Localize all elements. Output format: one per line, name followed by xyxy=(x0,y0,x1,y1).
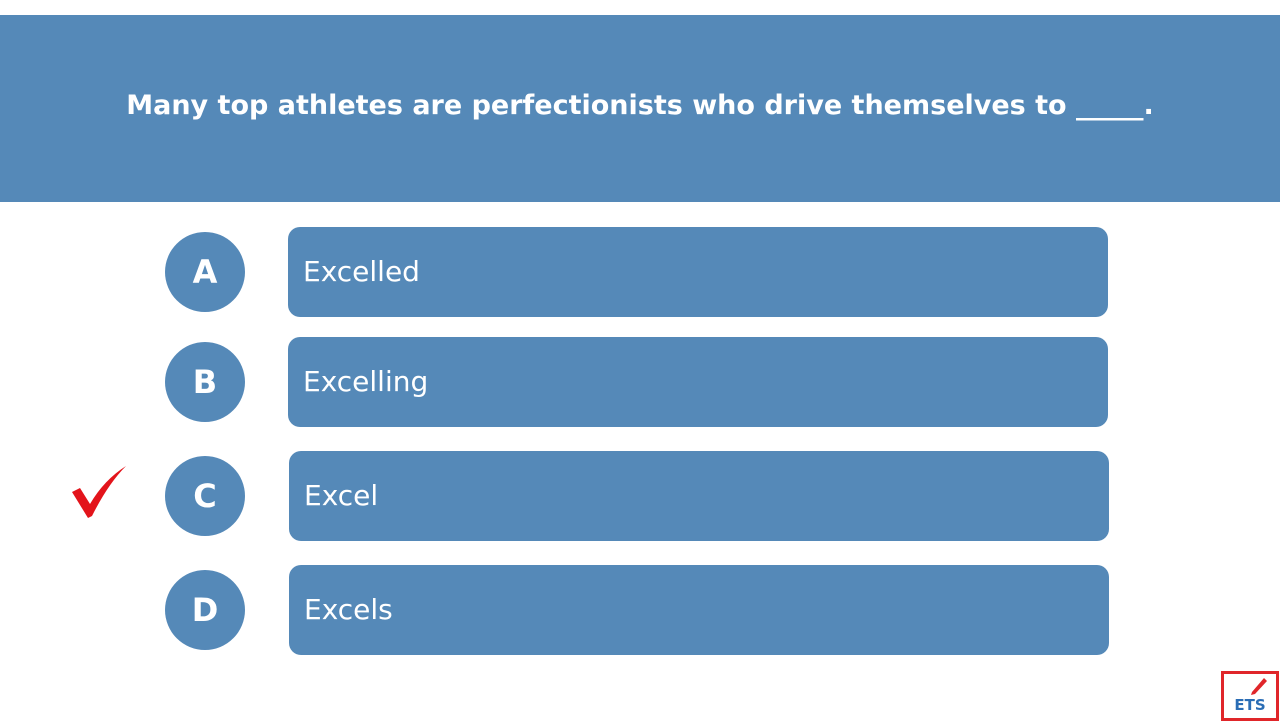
option-letter: C xyxy=(165,456,245,536)
option-box: Excel xyxy=(289,451,1109,541)
option-box: Excels xyxy=(289,565,1109,655)
option-box: Excelled xyxy=(288,227,1108,317)
question-banner xyxy=(0,15,1280,202)
option-letter: D xyxy=(165,570,245,650)
logo-text: ETS xyxy=(1234,696,1266,714)
logo: ETS xyxy=(1221,671,1279,721)
option-text: Excelled xyxy=(303,255,420,288)
correct-check xyxy=(72,466,126,518)
option-letter: A xyxy=(165,232,245,312)
option-letter: B xyxy=(165,342,245,422)
option-text: Excelling xyxy=(303,365,429,398)
option-text: Excel xyxy=(304,479,379,512)
question-text: Many top athletes are perfectionists who… xyxy=(126,90,1154,121)
option-text: Excels xyxy=(304,593,393,626)
option-box: Excelling xyxy=(288,337,1108,427)
logo-pencil xyxy=(1251,678,1267,695)
